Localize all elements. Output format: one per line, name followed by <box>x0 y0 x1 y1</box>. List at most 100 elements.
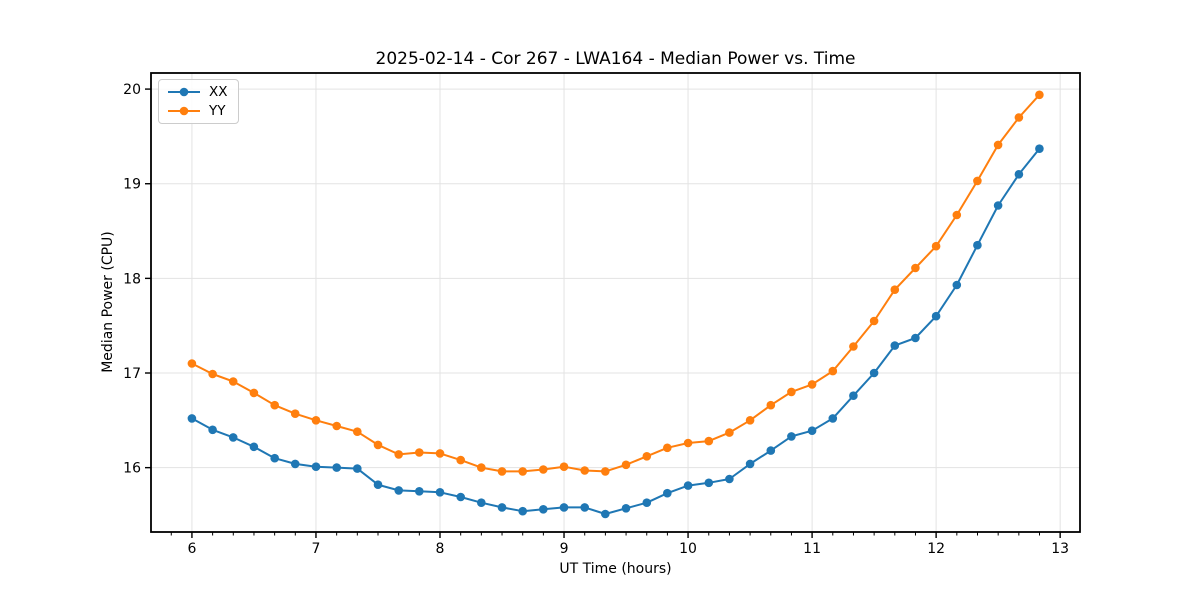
tick-label-x-13: 13 <box>1051 541 1069 557</box>
data-point-XX <box>849 391 858 401</box>
legend-swatch-XX <box>168 87 200 97</box>
data-point-XX <box>745 459 755 469</box>
data-point-XX <box>477 498 486 508</box>
data-point-XX <box>663 488 672 498</box>
data-point-XX <box>249 442 259 452</box>
series-line-YY <box>190 93 1041 473</box>
data-point-YY <box>973 176 982 186</box>
legend-label-YY: YY <box>209 103 226 119</box>
data-point-YY <box>1014 113 1024 122</box>
data-point-YY <box>477 463 486 472</box>
tick-label-x-9: 9 <box>560 541 569 557</box>
data-point-XX <box>911 333 920 343</box>
data-point-XX <box>807 426 817 436</box>
data-point-YY <box>270 400 280 410</box>
data-point-XX <box>394 486 404 495</box>
data-point-XX <box>435 488 445 497</box>
data-point-XX <box>518 506 527 516</box>
data-point-XX <box>559 503 569 512</box>
legend-entry-YY: YY <box>167 104 228 118</box>
data-point-YY <box>559 462 569 472</box>
data-point-YY <box>435 449 445 458</box>
tick-label-x-7: 7 <box>312 541 321 557</box>
legend: XX YY <box>158 79 239 124</box>
data-point-XX <box>1014 170 1024 179</box>
data-point-YY <box>993 140 1003 150</box>
data-point-XX <box>415 487 424 496</box>
data-point-YY <box>890 285 900 295</box>
data-point-XX <box>890 341 900 350</box>
data-point-YY <box>208 369 217 379</box>
legend-entry-XX: XX <box>167 85 228 99</box>
data-point-YY <box>497 467 507 476</box>
data-point-YY <box>725 428 734 437</box>
data-point-YY <box>642 452 652 461</box>
data-point-XX <box>311 462 321 472</box>
data-point-YY <box>353 427 362 437</box>
data-point-XX <box>601 509 610 519</box>
tick-label-y-20: 20 <box>123 82 141 98</box>
data-point-XX <box>539 505 548 514</box>
data-point-XX <box>332 463 342 472</box>
data-point-XX <box>973 240 982 250</box>
data-point-XX <box>580 503 589 512</box>
data-point-YY <box>311 416 321 425</box>
data-point-YY <box>621 460 631 470</box>
data-point-XX <box>456 492 466 502</box>
data-point-YY <box>1035 90 1044 100</box>
x-axis-label: UT Time (hours) <box>559 561 672 577</box>
tick-label-x-6: 6 <box>187 541 196 557</box>
tick-label-y-18: 18 <box>123 271 141 287</box>
legend-label-XX: XX <box>209 84 228 100</box>
data-point-XX <box>621 504 631 513</box>
data-point-YY <box>332 421 342 431</box>
data-point-XX <box>931 311 941 321</box>
data-point-YY <box>415 448 424 457</box>
tick-label-x-11: 11 <box>803 541 821 557</box>
data-point-XX <box>373 480 383 490</box>
data-point-XX <box>642 498 652 508</box>
data-point-YY <box>518 467 527 476</box>
data-point-YY <box>249 388 259 398</box>
data-point-YY <box>601 467 610 476</box>
tick-label-y-19: 19 <box>123 177 141 193</box>
data-point-XX <box>869 368 879 378</box>
tick-label-x-12: 12 <box>927 541 945 557</box>
data-point-YY <box>228 377 238 386</box>
data-point-YY <box>539 465 548 474</box>
data-point-XX <box>725 474 734 484</box>
data-point-XX <box>704 478 714 488</box>
data-point-XX <box>787 432 796 441</box>
data-point-YY <box>683 438 693 448</box>
data-point-YY <box>663 443 672 453</box>
data-point-YY <box>290 409 300 419</box>
data-point-YY <box>911 263 920 273</box>
data-point-XX <box>1035 144 1044 153</box>
data-point-XX <box>353 464 362 473</box>
data-point-YY <box>187 359 197 368</box>
data-point-XX <box>952 280 962 290</box>
data-point-XX <box>683 481 693 490</box>
data-point-YY <box>787 387 796 397</box>
data-point-YY <box>745 416 755 425</box>
data-point-XX <box>497 503 507 512</box>
axes-spines <box>150 72 1081 533</box>
tick-label-y-17: 17 <box>123 366 141 382</box>
tick-label-x-10: 10 <box>679 541 697 557</box>
data-point-YY <box>931 241 941 251</box>
data-point-XX <box>766 446 776 455</box>
data-point-XX <box>290 459 300 469</box>
series-line-XX <box>190 147 1041 515</box>
data-point-YY <box>704 436 714 446</box>
data-point-YY <box>373 440 383 450</box>
legend-swatch-YY <box>168 106 200 116</box>
data-point-YY <box>580 466 589 475</box>
data-point-YY <box>828 366 838 376</box>
data-point-YY <box>456 455 466 465</box>
data-point-YY <box>869 316 879 326</box>
chart-title: 2025-02-14 - Cor 267 - LWA164 - Median P… <box>375 49 856 69</box>
data-point-XX <box>828 414 838 423</box>
data-point-XX <box>993 201 1003 210</box>
